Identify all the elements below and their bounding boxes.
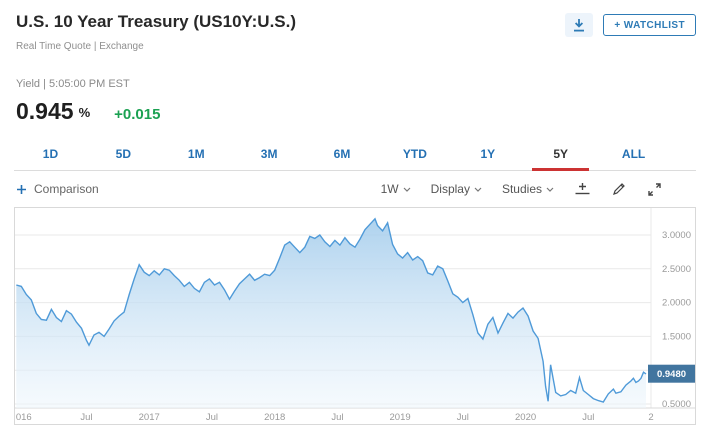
chart-toolbar: Comparison 1W Display Studies [0, 171, 710, 207]
yield-timestamp: Yield | 5:05:00 PM EST [16, 78, 130, 90]
header-actions: + WATCHLIST [565, 13, 696, 37]
chevron-down-icon [546, 187, 554, 192]
price-chart[interactable]: 016 Jul 2017 Jul 2018 Jul 2019 Jul 2020 Jul 2 3.000… [14, 207, 696, 425]
page-title: U.S. 10 Year Treasury (US10Y:U.S.) [16, 12, 297, 31]
x-tick-label: 2017 [139, 412, 160, 423]
y-tick-label: 2.0000 [662, 298, 691, 309]
studies-label: Studies [501, 182, 542, 196]
y-tick-label: 2.5000 [662, 264, 691, 275]
expand-icon [648, 182, 661, 196]
last-price-badge-label: 0.9480 [657, 369, 686, 380]
comparison-button[interactable]: Comparison [16, 182, 99, 196]
add-line-icon [575, 183, 590, 195]
tab-ytd[interactable]: YTD [402, 147, 427, 161]
quote-header: U.S. 10 Year Treasury (US10Y:U.S.) + WAT… [0, 0, 710, 125]
price-unit: % [78, 105, 91, 120]
add-line-tool-button[interactable] [574, 181, 591, 197]
tab-3m[interactable]: 3M [260, 147, 278, 161]
interval-dropdown[interactable]: 1W [381, 182, 411, 196]
chevron-down-icon [474, 187, 482, 192]
x-tick-label: Jul [206, 412, 218, 423]
tab-5y[interactable]: 5Y [524, 143, 597, 171]
x-tick-label: Jul [582, 412, 594, 423]
price-line [16, 217, 647, 403]
x-tick-label: Jul [457, 412, 469, 423]
toolbar-right: 1W Display Studies [381, 181, 662, 197]
tab-6m[interactable]: 6M [333, 147, 351, 161]
price-change: +0.015 [114, 106, 161, 123]
price-row: 0.945 % +0.015 [16, 98, 696, 125]
quote-subtitle: Real Time Quote | Exchange [16, 41, 144, 52]
x-tick-label: 2 [648, 412, 653, 423]
watchlist-button[interactable]: + WATCHLIST [603, 14, 696, 36]
fullscreen-button[interactable] [647, 182, 662, 197]
studies-dropdown[interactable]: Studies [502, 182, 554, 196]
plus-icon [17, 184, 26, 194]
download-button[interactable] [565, 13, 594, 37]
y-tick-label: 0.5000 [662, 399, 691, 410]
display-dropdown[interactable]: Display [431, 182, 482, 196]
tab-all[interactable]: ALL [621, 147, 646, 161]
x-tick-label: 016 [16, 412, 32, 423]
x-tick-label: 2020 [515, 412, 536, 423]
y-tick-label: 3.0000 [662, 230, 691, 241]
x-tick-label: Jul [331, 412, 343, 423]
price-value: 0.945 [16, 98, 74, 124]
chevron-down-icon [403, 187, 411, 192]
comparison-label: Comparison [34, 182, 99, 196]
area-fill [16, 218, 647, 408]
tab-1d[interactable]: 1D [42, 147, 59, 161]
last-price-badge [648, 364, 695, 383]
interval-value: 1W [380, 182, 399, 196]
draw-tool-button[interactable] [611, 181, 627, 197]
x-tick-label: 2018 [264, 412, 285, 423]
range-tabs: 1D 5D 1M 3M 6M YTD 1Y 5Y ALL [14, 143, 696, 171]
yield-area-chart: 016 Jul 2017 Jul 2018 Jul 2019 Jul 2020 Jul 2 3.000… [15, 208, 695, 423]
x-tick-label: 2019 [390, 412, 411, 423]
tab-5d[interactable]: 5D [115, 147, 131, 161]
download-icon [574, 19, 585, 32]
pencil-icon [613, 183, 625, 195]
tab-1m[interactable]: 1M [187, 147, 205, 161]
y-tick-label: 1.5000 [662, 331, 691, 342]
x-tick-label: Jul [80, 412, 92, 423]
display-label: Display [430, 182, 470, 196]
tab-1y[interactable]: 1Y [480, 147, 496, 161]
